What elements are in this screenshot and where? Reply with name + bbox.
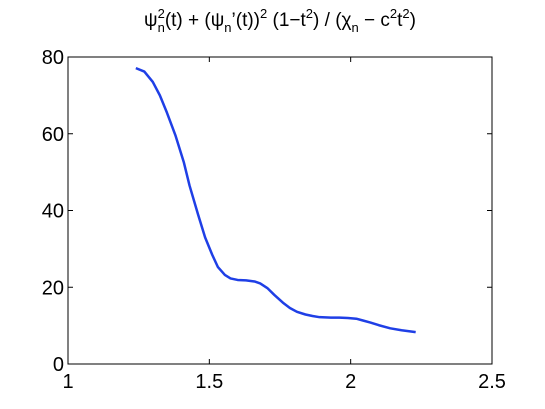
title-run: ) / (χ (313, 10, 351, 31)
x-tick-label: 1.5 (195, 371, 223, 393)
title-run: t (397, 10, 403, 31)
plot-frame (67, 56, 493, 365)
title-run: ) (410, 10, 416, 31)
y-tick-label: 60 (42, 124, 64, 146)
y-tick-label: 80 (42, 47, 64, 69)
title-run: ψ (144, 10, 158, 31)
title-run: 2 (402, 6, 409, 21)
title-run: 2 (306, 6, 313, 21)
title-run: n (158, 20, 165, 35)
x-tick-label: 2.5 (478, 371, 506, 393)
y-tick-label: 20 (42, 277, 64, 299)
title-run: 2 (390, 6, 397, 21)
title-run: n (352, 20, 359, 35)
x-tick-label: 2 (345, 371, 356, 393)
title-run: n (224, 20, 231, 35)
y-tick-label: 0 (53, 354, 64, 376)
title-run: 2 (260, 6, 267, 21)
title-run: − c (359, 10, 390, 31)
chart-title: ψn2(t) + (ψn’(t))2 (1−t2) / (χn − c2t2) (144, 6, 416, 35)
title-run: (t) + (ψ (165, 10, 224, 31)
x-tick-label: 1 (62, 371, 73, 393)
title-run: 2 (158, 6, 165, 21)
y-tick-label: 40 (42, 201, 64, 223)
title-run: (1−t (267, 10, 306, 31)
data-line (135, 66, 416, 334)
title-run: ’(t)) (232, 10, 260, 31)
